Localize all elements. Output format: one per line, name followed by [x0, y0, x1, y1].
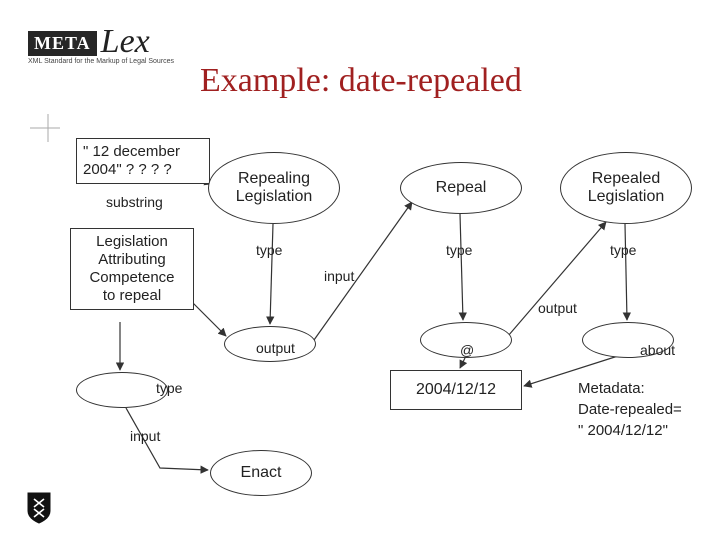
edge-label-type-2: type — [446, 242, 472, 258]
edge-label-type-1: type — [256, 242, 282, 258]
logo-top: META Lex — [28, 28, 150, 56]
meta-l1: Metadata: — [578, 378, 682, 399]
edge-label-substring: substring — [106, 194, 163, 210]
edge-label-output-1: output — [256, 340, 295, 356]
logo-lex: Lex — [101, 28, 150, 56]
slide-stage: META Lex XML Standard for the Markup of … — [0, 0, 720, 540]
metadata-block: Metadata: Date-repealed= " 2004/12/12" — [578, 378, 682, 441]
attr-l1: Legislation — [77, 233, 187, 251]
date-line-1: " 12 december — [83, 143, 203, 161]
repealed-label: Repealed Legislation — [588, 170, 665, 205]
meta-l3: " 2004/12/12" — [578, 420, 682, 441]
edge-label-type-4: type — [156, 380, 182, 396]
attr-l2: Attributing — [77, 251, 187, 269]
attr-l3: Competence — [77, 269, 187, 287]
date-line-2: 2004" ? ? ? ? — [83, 161, 203, 179]
edge-label-type-3: type — [610, 242, 636, 258]
node-repeal: Repeal — [400, 162, 522, 214]
node-repealing-legislation: Repealing Legislation — [208, 152, 340, 224]
node-date-string: " 12 december 2004" ? ? ? ? — [76, 138, 210, 184]
node-date-value: 2004/12/12 — [390, 370, 522, 410]
node-repealed-legislation: Repealed Legislation — [560, 152, 692, 224]
attr-l4: to repeal — [77, 287, 187, 305]
edge-label-output-2: output — [538, 300, 577, 316]
repealing-label: Repealing Legislation — [236, 170, 313, 205]
date-value-label: 2004/12/12 — [416, 381, 496, 399]
node-attributing: Legislation Attributing Competence to re… — [70, 228, 194, 310]
node-empty-1 — [76, 372, 168, 408]
shield-icon — [26, 491, 52, 530]
edge-label-at: @ — [460, 342, 474, 358]
node-enact: Enact — [210, 450, 312, 496]
edge-label-input-1: input — [324, 268, 354, 284]
slide-title: Example: date-repealed — [200, 62, 522, 100]
enact-label: Enact — [241, 464, 282, 482]
edge-label-input-2: input — [130, 428, 160, 444]
meta-l2: Date-repealed= — [578, 399, 682, 420]
repeal-label: Repeal — [436, 179, 487, 197]
logo-subtitle: XML Standard for the Markup of Legal Sou… — [28, 58, 174, 65]
edge-label-about: about — [640, 342, 675, 358]
logo-meta-badge: META — [28, 31, 97, 56]
logo: META Lex XML Standard for the Markup of … — [28, 28, 174, 65]
